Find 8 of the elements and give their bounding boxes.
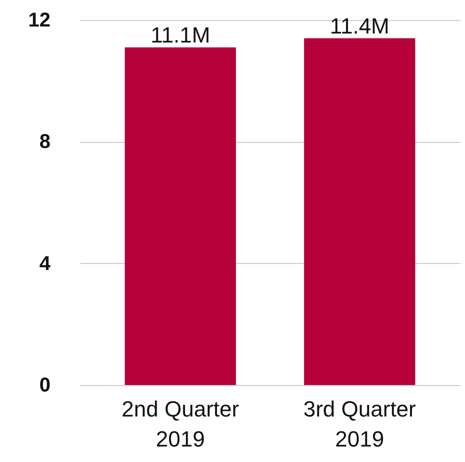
x-tick-label: 2nd Quarter 2019 <box>122 396 240 452</box>
y-tick-label: 12 <box>28 10 50 32</box>
data-label: 11.1M <box>150 22 210 48</box>
y-tick-label: 4 <box>39 252 52 275</box>
x-tick-label: 3rd Quarter 2019 <box>303 396 416 452</box>
y-tick-label: 8 <box>39 131 50 154</box>
y-tick-label: 0 <box>39 374 50 396</box>
data-label: 11.4M <box>330 13 390 38</box>
